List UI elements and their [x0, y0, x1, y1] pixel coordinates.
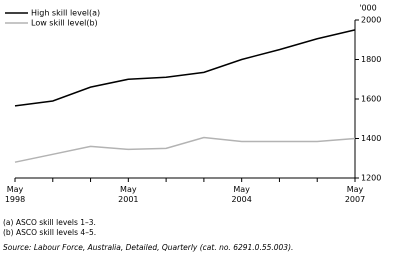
x-tick-label: May 2007	[344, 185, 366, 204]
y-tick-label: 2000	[361, 16, 381, 25]
legend-label: High skill level(a)	[31, 9, 100, 18]
x-tick-label: May 1998	[4, 185, 26, 204]
y-axis-label: '000	[359, 4, 376, 13]
legend-label: Low skill level(b)	[31, 19, 98, 28]
series-line	[14, 136, 356, 163]
source: Source: Labour Force, Australia, Detaile…	[3, 243, 294, 252]
y-tick-label: 1600	[361, 95, 381, 104]
footnote: (b) ASCO skill levels 4–5.	[3, 228, 97, 237]
y-tick-label: 1400	[361, 134, 381, 143]
x-tick-label: May 2004	[231, 185, 252, 204]
series-line	[14, 29, 356, 107]
y-tick-label: 1800	[361, 55, 381, 64]
x-tick-label: May 2001	[118, 185, 139, 204]
footnote: (a) ASCO skill levels 1–3.	[3, 218, 96, 227]
y-tick-label: 1200	[361, 174, 381, 183]
